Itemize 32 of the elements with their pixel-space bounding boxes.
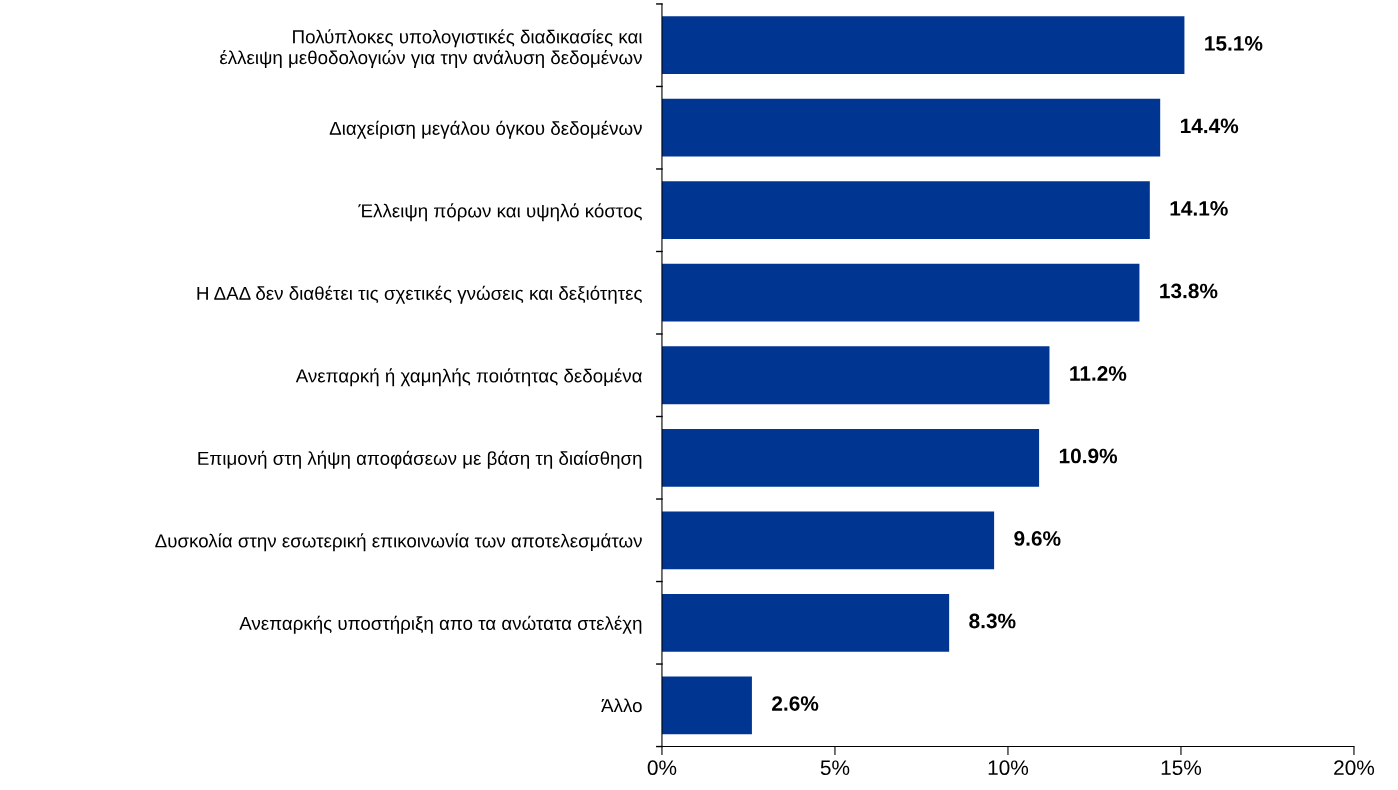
- y-tick-label: Πολύπλοκες υπολογιστικές διαδικασίες και έλλειψη μεθοδολογιών για την ανάλυση δεδομένων: [220, 29, 642, 68]
- data-label: 14.4%: [1180, 118, 1239, 134]
- x-tick-label: 0%: [647, 760, 677, 776]
- data-label: 10.9%: [1059, 448, 1118, 464]
- bar: [661, 676, 752, 735]
- data-label: 8.3%: [969, 613, 1016, 629]
- bar: [661, 181, 1150, 240]
- bar: [661, 98, 1161, 157]
- x-tick-label: 5%: [820, 760, 850, 776]
- y-tick-label: Επιμονή στη λήψη αποφάσεων με βάση τη διαίσθηση: [198, 450, 642, 469]
- bar: [661, 346, 1050, 405]
- y-tick-label: Δυσκολία στην εσωτερική επικοινωνία των αποτελεσμάτων: [155, 533, 642, 552]
- y-tick-label: Η ΔΑΔ δεν διαθέτει τις σχετικές γνώσεις και δεξιότητες: [197, 285, 642, 304]
- x-tick-label: 20%: [1334, 760, 1375, 776]
- bar: [661, 593, 950, 652]
- y-tick-label: Ανεπαρκής υποστήριξη απο τα ανώτατα στελέχη: [239, 615, 642, 634]
- y-tick-label: Άλλο: [601, 698, 642, 713]
- x-tick-label: 15%: [1161, 760, 1202, 776]
- bar: [661, 511, 995, 570]
- y-tick-label: Διαχείριση μεγάλου όγκου δεδομένων: [329, 120, 642, 139]
- data-label: 9.6%: [1014, 531, 1061, 546]
- bar: [661, 263, 1140, 322]
- y-tick-label: Έλλειψη πόρων και υψηλό κόστος: [358, 203, 642, 222]
- data-label: 14.1%: [1170, 201, 1228, 216]
- bar: [661, 428, 1040, 487]
- data-label: 13.8%: [1160, 283, 1218, 299]
- y-tick-label: Ανεπαρκή ή χαμηλής ποιότητας δεδομένα: [295, 368, 642, 387]
- data-label: 11.2%: [1070, 366, 1127, 381]
- x-tick-label: 10%: [988, 760, 1029, 776]
- data-label: 15.1%: [1205, 36, 1263, 51]
- data-label: 2.6%: [772, 696, 819, 711]
- bar: [661, 16, 1185, 75]
